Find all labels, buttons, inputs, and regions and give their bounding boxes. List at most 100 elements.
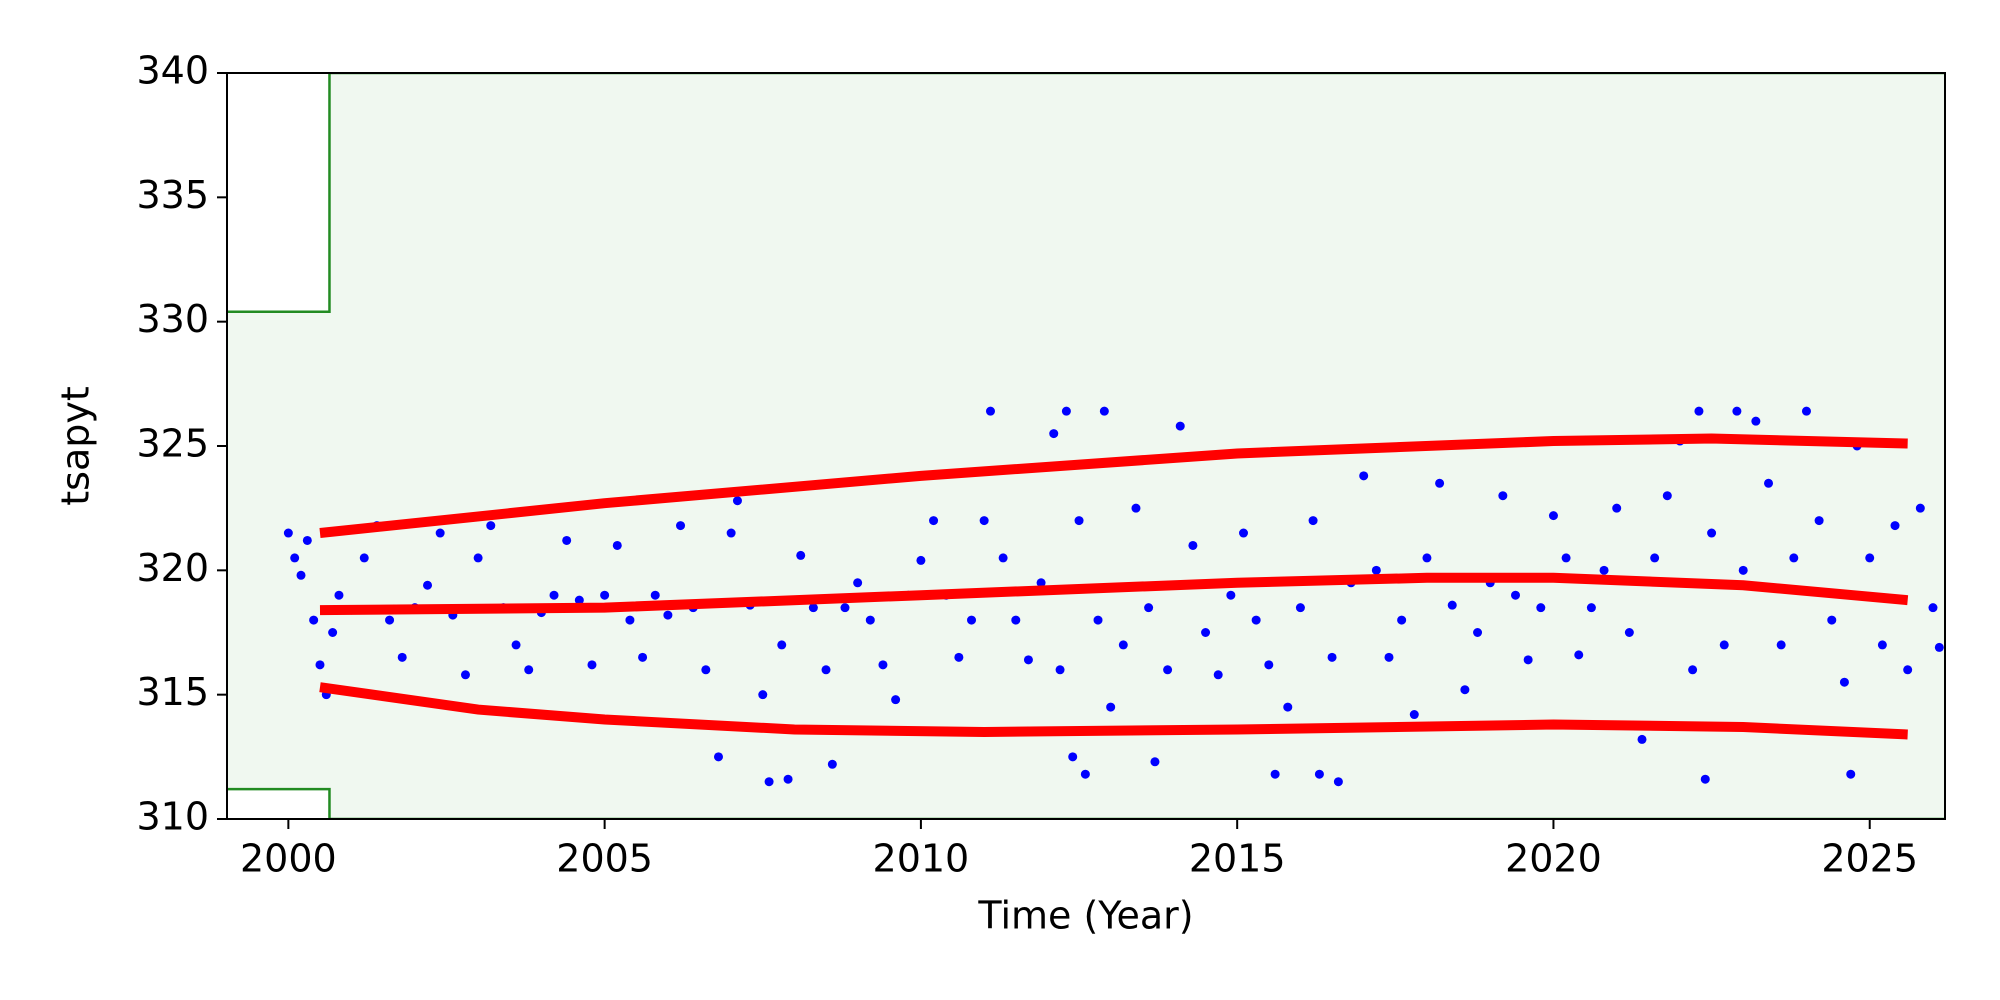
data-point (1049, 429, 1059, 439)
data-point (1270, 769, 1280, 779)
data-point (612, 540, 622, 550)
data-point (1308, 516, 1318, 526)
data-point (701, 665, 711, 675)
x-tick-label: 2025 (1821, 837, 1918, 881)
x-tick-label: 2010 (873, 837, 970, 881)
data-point (726, 528, 736, 538)
data-point (1080, 769, 1090, 779)
data-point (1473, 628, 1483, 637)
data-point (587, 660, 597, 670)
data-point (891, 695, 901, 705)
data-point (967, 615, 977, 625)
data-point (460, 670, 470, 680)
data-point (1934, 642, 1944, 652)
data-point (1422, 553, 1432, 563)
data-point (1751, 416, 1761, 426)
y-tick-label: 330 (136, 297, 209, 341)
data-point (929, 516, 939, 526)
data-point (713, 752, 723, 762)
data-point (1093, 615, 1103, 625)
data-point (309, 615, 319, 625)
data-point (1732, 406, 1742, 416)
data-point (840, 603, 850, 613)
data-point (473, 553, 483, 563)
data-point (1384, 652, 1394, 662)
data-point (796, 550, 806, 560)
data-point (486, 521, 496, 531)
data-point (865, 615, 875, 625)
data-point (1333, 777, 1343, 787)
data-point (1036, 578, 1046, 588)
data-point (1131, 503, 1141, 513)
data-point (1624, 628, 1634, 637)
data-point (1144, 603, 1154, 613)
x-axis-label: Time (Year) (977, 894, 1193, 938)
data-point (827, 759, 837, 769)
data-point (1694, 406, 1704, 416)
data-point (1688, 665, 1698, 675)
trend-line (319, 682, 1908, 740)
data-point (296, 570, 306, 580)
x-tick-label: 2020 (1505, 837, 1602, 881)
data-point (397, 652, 407, 662)
data-point (783, 774, 793, 784)
data-point (1118, 640, 1128, 650)
data-point (1612, 503, 1622, 513)
data-point (954, 652, 964, 662)
data-point (1295, 603, 1305, 613)
data-point (1719, 640, 1729, 650)
data-point (1700, 774, 1710, 784)
data-point (676, 521, 686, 531)
data-point (1574, 650, 1584, 660)
data-point (1877, 640, 1887, 650)
data-point (359, 553, 369, 563)
data-point (1738, 565, 1748, 575)
data-point (1239, 528, 1249, 538)
data-point (1264, 660, 1274, 670)
data-point (1314, 769, 1324, 779)
data-point (511, 640, 521, 650)
data-point (1099, 406, 1109, 416)
data-point (1523, 655, 1533, 665)
data-point (1460, 685, 1470, 695)
plot-area (227, 73, 1945, 819)
data-point (1201, 628, 1211, 637)
data-point (758, 690, 768, 700)
band-upper (227, 73, 1945, 313)
data-point (1650, 553, 1660, 563)
data-point (524, 665, 534, 675)
data-point (1251, 615, 1261, 625)
data-point (1327, 652, 1337, 662)
data-point (764, 777, 774, 787)
x-tick-label: 2000 (240, 837, 337, 881)
data-point (985, 406, 995, 416)
data-point (1055, 665, 1065, 675)
data-point (1548, 511, 1558, 521)
y-axis-label: tsapyt (54, 386, 98, 506)
data-point (549, 590, 559, 600)
data-point (1435, 478, 1445, 488)
band-lower (227, 787, 1945, 819)
data-point (423, 580, 433, 590)
data-point (853, 578, 863, 588)
data-point (574, 595, 584, 605)
data-point (1150, 757, 1160, 767)
data-point (1776, 640, 1786, 650)
data-point (1397, 615, 1407, 625)
data-point (638, 652, 648, 662)
data-point (290, 553, 300, 563)
data-point (1011, 615, 1021, 625)
data-point (808, 603, 818, 613)
y-tick-label: 335 (136, 173, 209, 217)
data-point (562, 535, 572, 545)
data-point (328, 628, 338, 637)
data-point (650, 590, 660, 600)
data-point (1061, 406, 1071, 416)
data-point (732, 496, 742, 506)
data-point (1890, 521, 1900, 531)
data-point (1163, 665, 1173, 675)
x-tick-label: 2015 (1189, 837, 1286, 881)
y-tick-label: 340 (136, 49, 209, 93)
data-point (1226, 590, 1236, 600)
